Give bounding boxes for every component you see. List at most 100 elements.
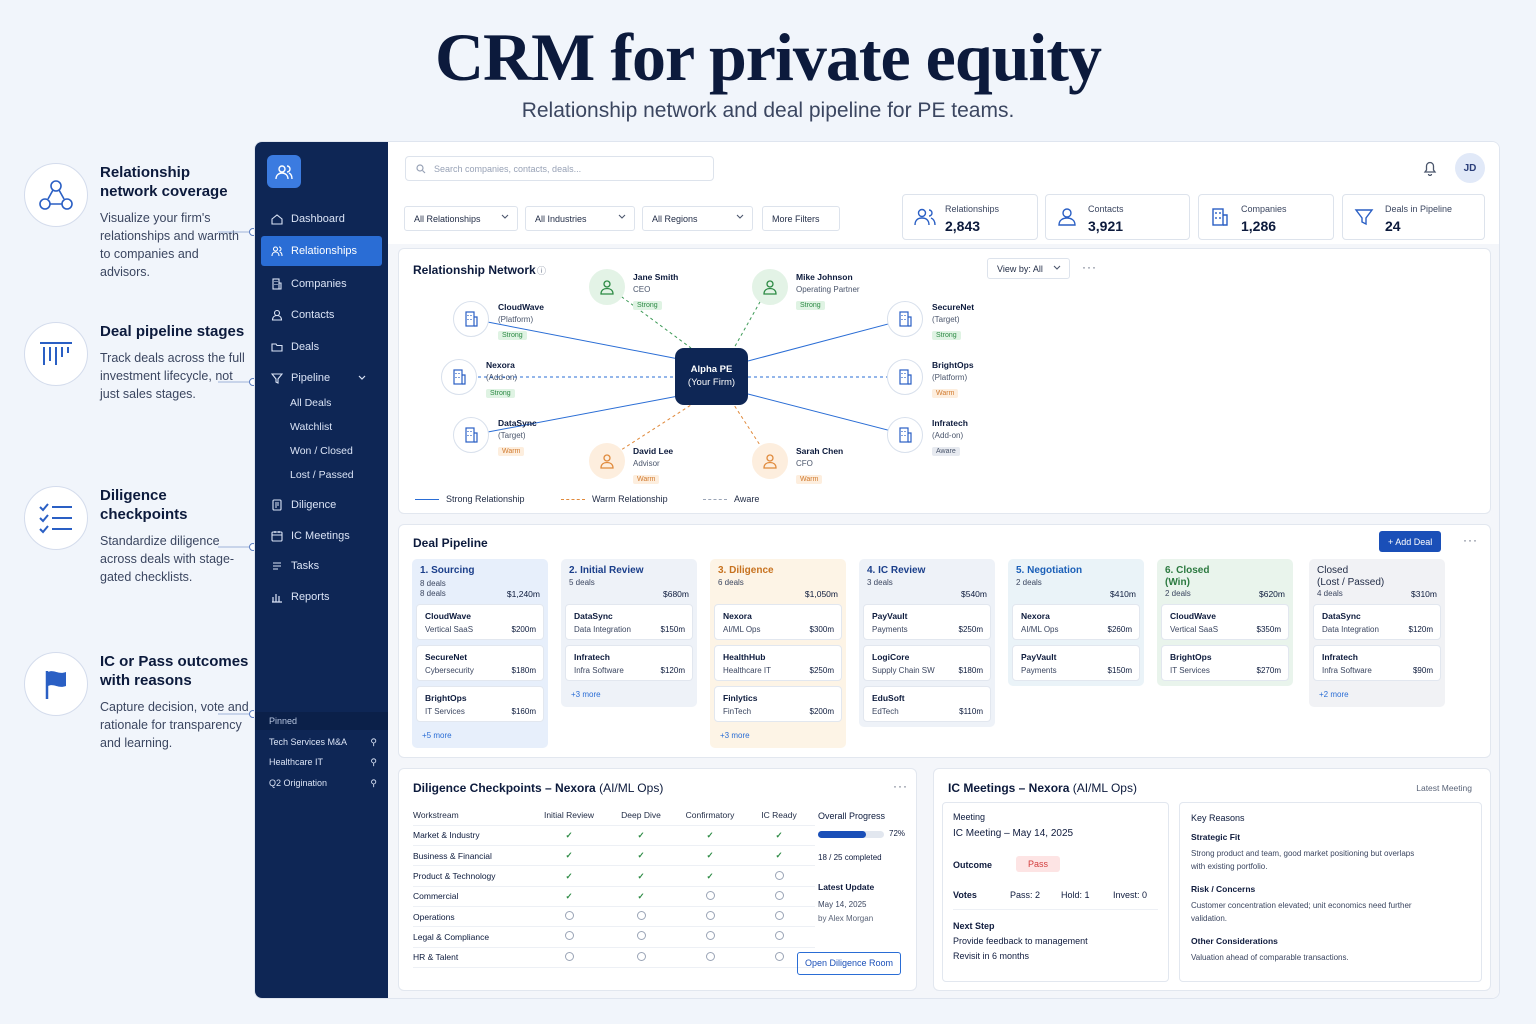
pin-icon[interactable]: ⚲ bbox=[370, 757, 377, 767]
sidebar-item-diligence[interactable]: Diligence bbox=[261, 490, 382, 520]
latest-meeting-label[interactable]: Latest Meeting bbox=[1416, 783, 1472, 793]
more-link[interactable]: +5 more bbox=[422, 731, 452, 740]
stage-column-initial-review: 2. Initial Review 5 deals $680m DataSync Da… bbox=[561, 559, 697, 707]
filter-relationships[interactable]: All Relationships bbox=[404, 206, 518, 231]
deal-card[interactable]: SecureNet Cybersecurity $180m bbox=[416, 645, 544, 681]
check-icon[interactable]: ✓ bbox=[743, 825, 815, 847]
pending-circle-icon[interactable] bbox=[743, 865, 815, 887]
pending-circle-icon[interactable] bbox=[533, 926, 605, 948]
pending-circle-icon[interactable] bbox=[533, 947, 605, 968]
pending-circle-icon[interactable] bbox=[677, 947, 743, 968]
info-icon[interactable]: ⓘ bbox=[537, 266, 547, 276]
people-icon bbox=[914, 208, 936, 226]
deal-card[interactable]: Nexora AI/ML Ops $300m bbox=[714, 604, 842, 640]
pending-circle-icon[interactable] bbox=[605, 906, 677, 928]
deal-name: Finlytics bbox=[723, 693, 758, 703]
check-icon[interactable]: ✓ bbox=[677, 865, 743, 887]
more-link[interactable]: +2 more bbox=[1319, 690, 1349, 699]
deal-sector: AI/ML Ops bbox=[723, 625, 761, 634]
deal-card[interactable]: DataSync Data Integration $120m bbox=[1313, 604, 1441, 640]
sidebar-item-pipeline[interactable]: Pipeline bbox=[261, 363, 382, 393]
stat-relationships: Relationships 2,843 bbox=[902, 194, 1038, 240]
deal-card[interactable]: BrightOps IT Services $160m bbox=[416, 686, 544, 722]
stat-value: 2,843 bbox=[945, 218, 981, 234]
pending-circle-icon[interactable] bbox=[605, 947, 677, 968]
sidebar-item-tasks[interactable]: Tasks bbox=[261, 551, 382, 581]
pending-circle-icon[interactable] bbox=[677, 886, 743, 907]
deal-pipeline-panel: Deal Pipeline + Add Deal ··· 1. Sourcing… bbox=[398, 524, 1491, 758]
filter-regions[interactable]: All Regions bbox=[642, 206, 753, 231]
more-options-icon[interactable]: ··· bbox=[893, 779, 908, 793]
more-link[interactable]: +3 more bbox=[720, 731, 750, 740]
deal-card[interactable]: PayVault Payments $150m bbox=[1012, 645, 1140, 681]
deal-card[interactable]: Nexora AI/ML Ops $260m bbox=[1012, 604, 1140, 640]
hub-node[interactable]: Alpha PE (Your Firm) bbox=[675, 348, 748, 405]
more-filters-button[interactable]: More Filters bbox=[762, 206, 840, 231]
pending-circle-icon[interactable] bbox=[743, 886, 815, 907]
deal-card[interactable]: LogiCore Supply Chain SW $180m bbox=[863, 645, 991, 681]
sidebar-subitem-won-closed[interactable]: Won / Closed bbox=[290, 445, 353, 457]
check-icon[interactable]: ✓ bbox=[605, 845, 677, 867]
check-icon[interactable]: ✓ bbox=[533, 886, 605, 907]
deal-card[interactable]: Infratech Infra Software $90m bbox=[1313, 645, 1441, 681]
check-icon[interactable]: ✓ bbox=[605, 865, 677, 887]
sidebar-item-reports[interactable]: Reports bbox=[261, 582, 382, 612]
deal-card[interactable]: CloudWave Vertical SaaS $350m bbox=[1161, 604, 1289, 640]
more-options-icon[interactable]: ··· bbox=[1463, 533, 1478, 547]
sidebar-subitem-lost-passed[interactable]: Lost / Passed bbox=[290, 469, 354, 481]
deal-card[interactable]: EduSoft EdTech $110m bbox=[863, 686, 991, 722]
progress-label: Overall Progress bbox=[818, 811, 886, 821]
pending-circle-icon[interactable] bbox=[743, 906, 815, 928]
search-input[interactable]: Search companies, contacts, deals... bbox=[405, 156, 714, 181]
sidebar-item-companies[interactable]: Companies bbox=[261, 269, 382, 299]
more-options-icon[interactable]: ··· bbox=[1082, 260, 1097, 274]
sidebar-item-ic-meetings[interactable]: IC Meetings bbox=[261, 521, 382, 551]
pin-icon[interactable]: ⚲ bbox=[370, 737, 377, 747]
pin-icon[interactable]: ⚲ bbox=[370, 778, 377, 788]
sidebar: Dashboard Relationships Companies Contac… bbox=[255, 142, 388, 998]
pinned-item[interactable]: Tech Services M&A ⚲ bbox=[269, 737, 377, 748]
open-diligence-room-button[interactable]: Open Diligence Room bbox=[797, 952, 902, 975]
deal-card[interactable]: HealthHub Healthcare IT $250m bbox=[714, 645, 842, 681]
pinned-item[interactable]: Q2 Origination ⚲ bbox=[269, 778, 377, 789]
deal-card[interactable]: DataSync Data Integration $150m bbox=[565, 604, 693, 640]
deal-card[interactable]: PayVault Payments $250m bbox=[863, 604, 991, 640]
pending-circle-icon[interactable] bbox=[605, 926, 677, 948]
stage-amount: $1,050m bbox=[804, 589, 838, 599]
check-icon[interactable]: ✓ bbox=[677, 825, 743, 847]
more-link[interactable]: +3 more bbox=[571, 690, 601, 699]
sidebar-item-deals[interactable]: Deals bbox=[261, 332, 382, 362]
deal-card[interactable]: Infratech Infra Software $120m bbox=[565, 645, 693, 681]
check-icon[interactable]: ✓ bbox=[605, 886, 677, 907]
deal-card[interactable]: CloudWave Vertical SaaS $200m bbox=[416, 604, 544, 640]
node-role: (Platform) bbox=[932, 373, 968, 382]
pending-circle-icon[interactable] bbox=[743, 926, 815, 948]
add-deal-button[interactable]: + Add Deal bbox=[1379, 531, 1442, 552]
pinned-item[interactable]: Healthcare IT ⚲ bbox=[269, 757, 377, 768]
check-icon[interactable]: ✓ bbox=[533, 845, 605, 867]
sidebar-item-contacts[interactable]: Contacts bbox=[261, 300, 382, 330]
check-icon[interactable]: ✓ bbox=[605, 825, 677, 847]
pending-circle-icon[interactable] bbox=[677, 926, 743, 948]
deal-amount: $110m bbox=[959, 707, 983, 716]
check-icon[interactable]: ✓ bbox=[533, 825, 605, 847]
sidebar-subitem-all-deals[interactable]: All Deals bbox=[290, 397, 332, 409]
view-by-select[interactable]: View by: All bbox=[987, 258, 1070, 279]
check-icon[interactable]: ✓ bbox=[677, 845, 743, 867]
deal-card[interactable]: BrightOps IT Services $270m bbox=[1161, 645, 1289, 681]
pending-circle-icon[interactable] bbox=[677, 906, 743, 928]
check-icon[interactable]: ✓ bbox=[533, 865, 605, 887]
filter-industries[interactable]: All Industries bbox=[525, 206, 635, 231]
sidebar-item-label: IC Meetings bbox=[291, 530, 350, 542]
bell-icon[interactable] bbox=[1423, 160, 1437, 176]
app-logo-icon[interactable] bbox=[267, 155, 301, 188]
chevron-down-icon[interactable] bbox=[358, 375, 366, 381]
avatar[interactable]: JD bbox=[1455, 153, 1485, 183]
deal-card[interactable]: Finlytics FinTech $200m bbox=[714, 686, 842, 722]
pending-circle-icon[interactable] bbox=[533, 906, 605, 928]
progress-pct: 72% bbox=[889, 829, 906, 838]
sidebar-subitem-watchlist[interactable]: Watchlist bbox=[290, 421, 333, 433]
sidebar-item-dashboard[interactable]: Dashboard bbox=[261, 204, 382, 234]
check-icon[interactable]: ✓ bbox=[743, 845, 815, 867]
sidebar-item-relationships[interactable]: Relationships bbox=[261, 236, 382, 266]
